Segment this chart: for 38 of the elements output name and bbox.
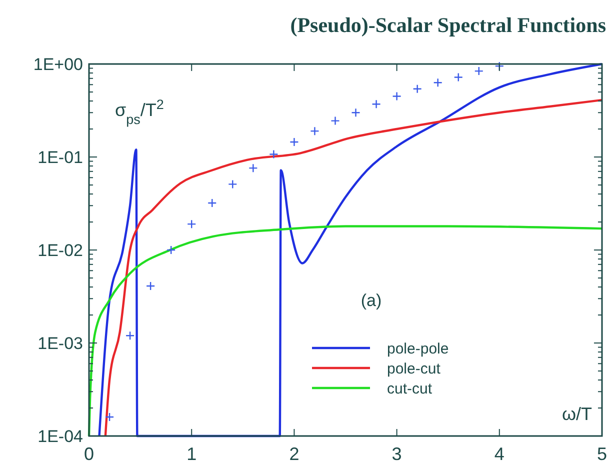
point xyxy=(372,100,381,109)
y-axis-title: σ$_{ps}$/T$^{2}$ xyxy=(115,96,164,126)
point xyxy=(269,150,278,159)
x-tick-label: 0 xyxy=(84,444,94,464)
annotation: (a) xyxy=(360,291,382,310)
point xyxy=(166,245,176,255)
legend-label: pole-cut xyxy=(387,360,442,378)
point xyxy=(474,66,484,76)
x-tick-label: 4 xyxy=(494,444,504,464)
x-tick-label: 5 xyxy=(596,444,608,464)
point xyxy=(248,163,258,173)
x-tick-label: 1 xyxy=(186,444,197,464)
y-tick-label: 1E-01 xyxy=(38,148,83,167)
point xyxy=(351,108,360,118)
point xyxy=(454,72,463,82)
point xyxy=(228,180,238,189)
line-series xyxy=(88,225,604,438)
point xyxy=(104,412,114,422)
point xyxy=(412,84,422,94)
point xyxy=(125,331,135,340)
y-tick-label: 1E-03 xyxy=(38,334,83,353)
x-tick-label: 3 xyxy=(392,444,402,464)
x-tick-label: 2 xyxy=(289,444,300,464)
y-tick-label: 1E-04 xyxy=(38,426,83,446)
y-tick-label: 1E-02 xyxy=(38,240,83,260)
chart-title: (Pseudo)-Scalar Spectral Functions xyxy=(290,13,606,37)
legend-label: cut-cut xyxy=(387,380,433,398)
point xyxy=(290,137,299,147)
point xyxy=(208,198,217,208)
point xyxy=(330,116,340,126)
point xyxy=(433,78,442,88)
point xyxy=(146,281,156,291)
y-tick-label: 1E+00 xyxy=(33,54,83,74)
legend-label: pole-pole xyxy=(387,340,449,358)
point xyxy=(187,219,196,229)
point xyxy=(310,126,320,136)
point xyxy=(392,92,402,101)
x-axis-title: ω/T xyxy=(562,404,592,424)
